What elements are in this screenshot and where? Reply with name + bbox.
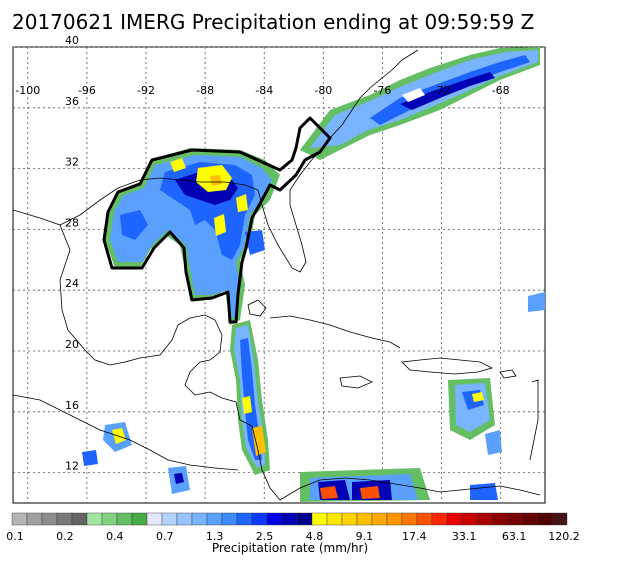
longitude-labels: -100 -96 -92 -88 -84 -80 -76 -72 -68 — [15, 84, 509, 97]
lat-label: 12 — [65, 460, 79, 473]
colorbar-swatch — [551, 512, 568, 526]
colorbar-tick-labels: 0.1 0.2 0.4 0.7 1.3 2.5 4.8 9.1 17.4 33.1 63.1 120.… — [6, 530, 580, 543]
colorbar-swatch — [56, 512, 73, 526]
colorbar-swatch — [356, 512, 373, 526]
colorbar-caption: Precipitation rate (mm/hr) — [211, 541, 369, 555]
lon-label: -68 — [492, 84, 510, 97]
colorbar-swatch — [11, 512, 28, 526]
colorbar-swatch — [86, 512, 103, 526]
lon-label: -80 — [314, 84, 332, 97]
colorbar-swatch — [491, 512, 508, 526]
latitude-labels: 40 36 32 28 24 20 16 12 — [65, 34, 79, 473]
colorbar-swatch — [101, 512, 118, 526]
colorbar-tick-label: 4.8 — [306, 530, 324, 543]
lat-label: 32 — [65, 156, 79, 169]
colorbar-swatch — [161, 512, 178, 526]
lat-label: 24 — [65, 277, 79, 290]
map-title: 20170621 IMERG Precipitation ending at 0… — [12, 10, 535, 34]
colorbar-swatch — [251, 512, 268, 526]
colorbar-swatch — [131, 512, 148, 526]
colorbar-swatch — [386, 512, 403, 526]
lon-label: -88 — [196, 84, 214, 97]
graticule — [13, 46, 545, 503]
colorbar-swatch — [416, 512, 433, 526]
lat-label: 40 — [65, 34, 79, 47]
colorbar-tick-label: 9.1 — [356, 530, 374, 543]
coastlines — [12, 49, 541, 501]
lat-label: 20 — [65, 338, 79, 351]
colorbar-swatch — [401, 512, 418, 526]
colorbar-swatch — [26, 512, 43, 526]
lat-label: 16 — [65, 399, 79, 412]
colorbar-tick-label: 33.1 — [452, 530, 477, 543]
colorbar-tick-label: 0.4 — [106, 530, 124, 543]
colorbar-swatch — [266, 512, 283, 526]
colorbar-swatch — [281, 512, 298, 526]
colorbar-swatch — [506, 512, 523, 526]
colorbar-swatch — [341, 512, 358, 526]
colorbar-swatch — [536, 512, 553, 526]
lon-label: -96 — [78, 84, 96, 97]
colorbar-swatch — [116, 512, 133, 526]
colorbar-swatch — [236, 512, 253, 526]
lat-label: 28 — [65, 216, 79, 229]
colorbar-swatch — [311, 512, 328, 526]
colorbar-swatch — [71, 512, 88, 526]
colorbar-tick-label: 120.2 — [548, 530, 580, 543]
precip-field — [82, 47, 545, 502]
lat-label: 36 — [65, 95, 79, 108]
colorbar-swatch — [446, 512, 463, 526]
colorbar-swatch — [326, 512, 343, 526]
lon-label: -100 — [15, 84, 40, 97]
colorbar-swatch — [296, 512, 313, 526]
colorbar-swatch — [371, 512, 388, 526]
lon-label: -84 — [255, 84, 273, 97]
colorbar-swatch — [41, 512, 58, 526]
colorbar-tick-label: 0.7 — [156, 530, 174, 543]
colorbar-swatch — [176, 512, 193, 526]
storm-outline — [102, 116, 332, 324]
colorbar-tick-label: 1.3 — [206, 530, 224, 543]
colorbar-tick-label: 63.1 — [502, 530, 527, 543]
colorbar-tick-label: 0.1 — [6, 530, 24, 543]
lon-label: -76 — [373, 84, 391, 97]
colorbar-swatch — [221, 512, 238, 526]
colorbar-swatch — [521, 512, 538, 526]
colorbar — [11, 512, 568, 526]
colorbar-swatch — [431, 512, 448, 526]
colorbar-tick-label: 2.5 — [256, 530, 274, 543]
colorbar-swatch — [461, 512, 478, 526]
colorbar-swatch — [206, 512, 223, 526]
colorbar-swatch — [476, 512, 493, 526]
lon-label: -72 — [433, 84, 451, 97]
colorbar-tick-label: 17.4 — [402, 530, 427, 543]
colorbar-swatch — [146, 512, 163, 526]
colorbar-swatch — [191, 512, 208, 526]
lon-label: -92 — [137, 84, 155, 97]
colorbar-tick-label: 0.2 — [56, 530, 74, 543]
